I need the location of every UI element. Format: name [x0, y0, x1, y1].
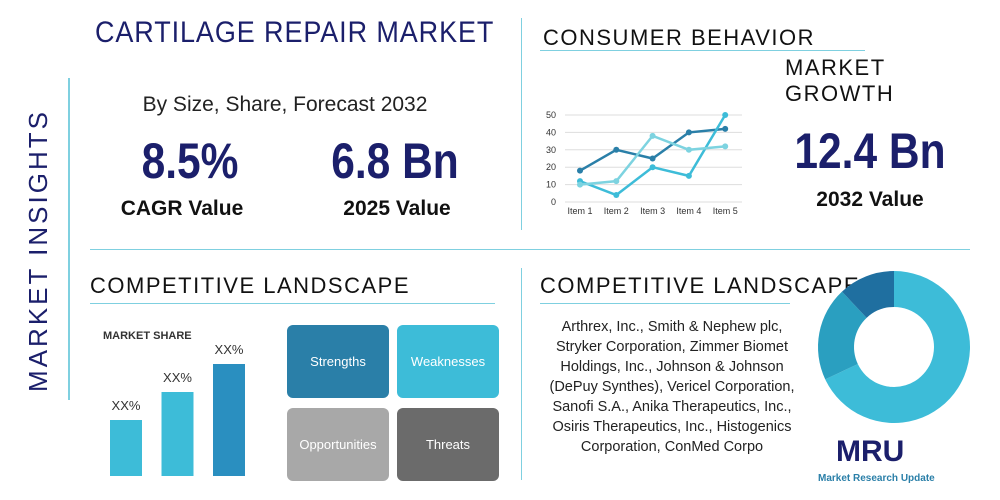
section-title: COMPETITIVE LANDSCAPE: [90, 273, 411, 298]
swot-box: Weaknesses: [397, 325, 499, 398]
point: [577, 181, 583, 188]
section-subtitle: MARKET GROWTH: [785, 55, 895, 106]
section-title: CONSUMER BEHAVIOR: [543, 25, 816, 50]
bar: [161, 392, 194, 476]
stat-label: 2025 Value: [343, 197, 451, 220]
x-tick-label: Item 1: [567, 206, 592, 216]
y-tick-label: 50: [546, 110, 556, 120]
stat-value: 8.5%: [141, 133, 239, 189]
rule: [90, 303, 495, 304]
point: [685, 146, 692, 153]
point: [685, 129, 692, 136]
value-label: XX%: [215, 342, 244, 357]
bar: [213, 364, 245, 476]
swot-box: Threats: [397, 408, 499, 481]
point: [649, 132, 656, 139]
donut-slice: [841, 271, 894, 318]
section-title: COMPETITIVE LANDSCAPE: [540, 273, 861, 298]
divider: [521, 18, 522, 230]
stat-label: CAGR Value: [120, 197, 244, 220]
x-tick-label: Item 2: [604, 206, 629, 216]
point: [649, 164, 656, 171]
divider: [521, 268, 522, 480]
x-tick-label: Item 3: [640, 206, 665, 216]
point: [649, 155, 656, 162]
swot-box: Strengths: [287, 325, 389, 398]
point: [685, 172, 692, 179]
rule: [540, 303, 790, 304]
title: CARTILAGE REPAIR MARKET: [95, 16, 495, 49]
divider: [90, 249, 970, 250]
y-tick-label: 30: [546, 145, 556, 155]
point: [577, 167, 583, 174]
subtitle: By Size, Share, Forecast 2032: [142, 93, 428, 116]
chart-title: MARKET SHARE: [103, 330, 192, 342]
point: [722, 112, 729, 118]
y-tick-label: 40: [546, 127, 556, 137]
stat-label: 2032 Value: [816, 188, 924, 211]
logo-mark: MRU: [836, 435, 905, 468]
rule: [540, 50, 865, 51]
swot-box: Opportunities: [287, 408, 389, 481]
y-tick-label: 10: [546, 180, 556, 190]
point: [722, 143, 729, 150]
donut-slice: [818, 291, 867, 380]
point: [613, 146, 620, 153]
value-label: XX%: [112, 398, 141, 413]
divider: [68, 78, 70, 400]
company-list: Arthrex, Inc., Smith & Nephew plc, Stryk…: [549, 319, 795, 455]
stat-value: 6.8 Bn: [331, 133, 459, 189]
point: [722, 125, 729, 132]
y-tick-label: 0: [551, 197, 556, 207]
x-tick-label: Item 4: [676, 206, 701, 216]
point: [613, 192, 620, 199]
stat-value: 12.4 Bn: [794, 123, 946, 179]
value-label: XX%: [163, 370, 192, 385]
x-tick-label: Item 5: [713, 206, 738, 216]
bar: [110, 420, 142, 476]
point: [613, 178, 620, 185]
y-tick-label: 20: [546, 162, 556, 172]
logo-name: Market Research Update: [818, 473, 935, 484]
donut-slice: [825, 271, 970, 423]
